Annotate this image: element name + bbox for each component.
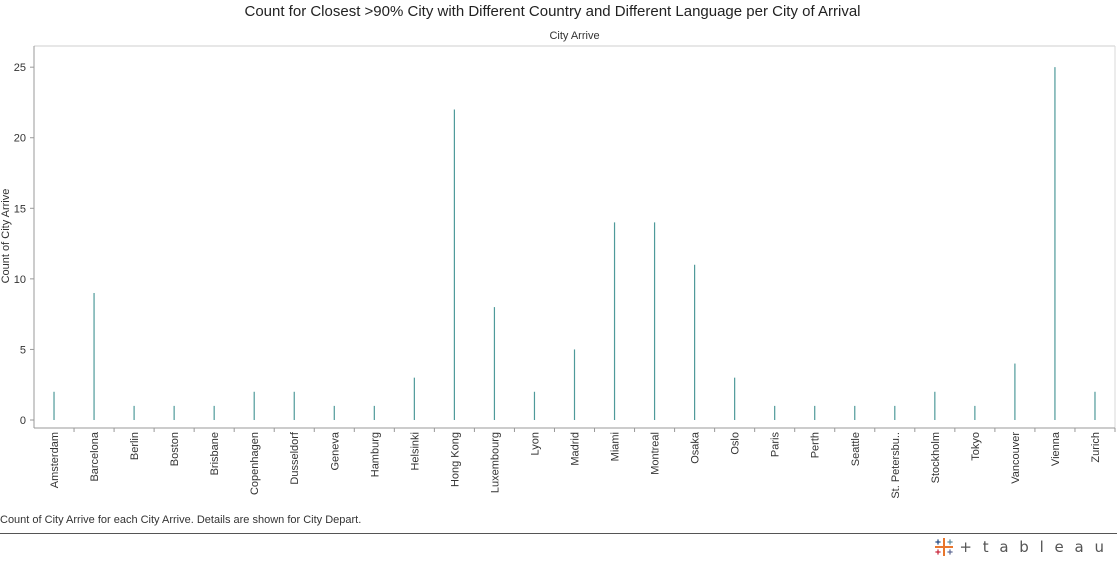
x-tick-label: Perth [810, 432, 822, 458]
x-tick-label: Berlin [129, 432, 141, 460]
x-tick-label: Hamburg [369, 432, 381, 477]
x-tick-label: Amsterdam [49, 432, 61, 488]
tableau-logo-text: + t a b l e a u [959, 538, 1107, 556]
y-tick-label: 15 [14, 203, 26, 215]
tableau-logo-icon [935, 538, 954, 556]
tableau-logo: + t a b l e a u [933, 537, 1107, 557]
x-tick-label: Paris [770, 432, 782, 458]
column-header: City Arrive [549, 30, 600, 42]
x-tick-label: Miami [610, 432, 622, 461]
chart-caption: Count of City Arrive for each City Arriv… [0, 514, 362, 526]
y-tick-label: 5 [20, 344, 26, 356]
bar-chart: 0 5 10 15 20 25 Amsterdam Barcelona Berlin Boston… [14, 45, 1116, 499]
x-tick-label: Zurich [1090, 432, 1102, 463]
x-tick-label: Barcelona [89, 431, 101, 481]
x-tick-label: Luxembourg [489, 432, 501, 493]
x-tick-label: Seattle [850, 432, 862, 466]
x-tick-label: Geneva [329, 431, 341, 470]
x-tick-label: Dusseldorf [289, 431, 301, 485]
x-tick-label: Hong Kong [449, 432, 461, 487]
x-tick-label: Brisbane [209, 432, 221, 475]
x-tick-label: St. Petersbu.. [890, 432, 902, 499]
x-tick-label: Oslo [730, 432, 742, 455]
footer-divider [0, 533, 1117, 534]
x-tick-label: Lyon [529, 432, 541, 455]
y-tick-label: 25 [14, 62, 26, 74]
x-tick-label: Copenhagen [249, 432, 261, 495]
y-tick-label: 20 [14, 133, 26, 145]
x-tick-label: Helsinki [409, 432, 421, 471]
x-tick-label: Tokyo [970, 432, 982, 461]
x-tick-label: Boston [169, 432, 181, 466]
x-tick-label: Montreal [650, 432, 662, 475]
x-tick-label: Vienna [1050, 431, 1062, 466]
y-tick-label: 0 [20, 415, 26, 427]
x-tick-label: Madrid [570, 432, 582, 466]
y-tick-label: 10 [14, 274, 26, 286]
x-tick-label: Stockholm [930, 432, 942, 483]
chart-title: Count for Closest >90% City with Differe… [244, 3, 861, 20]
x-tick-label: Vancouver [1010, 432, 1022, 484]
x-tick-label: Osaka [690, 431, 702, 464]
